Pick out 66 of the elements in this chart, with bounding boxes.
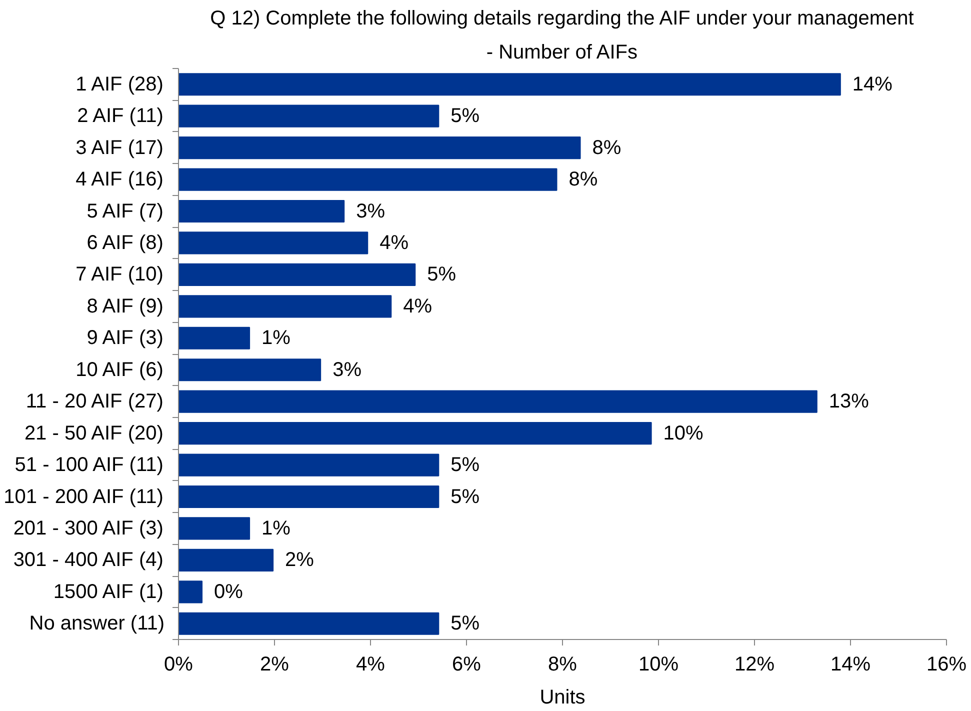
data-label: 14% xyxy=(852,73,893,96)
bar xyxy=(178,454,440,476)
data-label: 5% xyxy=(427,264,456,286)
y-tick-label: 8 AIF (9) xyxy=(86,295,164,318)
chart-subtitle: - Number of AIFs xyxy=(486,42,638,64)
bar xyxy=(178,390,818,413)
data-label: 10% xyxy=(663,422,704,444)
y-tick-label: 9 AIF (3) xyxy=(86,327,164,350)
bar xyxy=(178,548,274,572)
data-label: 0% xyxy=(214,580,244,603)
data-label: 5% xyxy=(450,454,480,476)
data-label: 5% xyxy=(450,486,480,508)
bar xyxy=(178,612,440,635)
y-tick-label: 2 AIF (11) xyxy=(77,105,164,128)
bar xyxy=(178,136,581,160)
bar xyxy=(178,104,440,128)
y-tick-label: 7 AIF (10) xyxy=(76,264,164,286)
bar xyxy=(178,168,558,191)
y-tick-label: 3 AIF (17) xyxy=(76,136,164,159)
bar xyxy=(178,295,392,318)
y-tick-label: 4 AIF (16) xyxy=(76,168,164,191)
y-tick-label: No answer (11) xyxy=(29,612,164,635)
bar xyxy=(178,517,250,540)
data-label: 4% xyxy=(403,295,432,318)
data-label: 5% xyxy=(450,612,480,635)
y-tick-label: 1500 AIF (1) xyxy=(53,580,164,603)
x-tick-label: 0% xyxy=(164,654,194,676)
bar xyxy=(178,232,368,254)
x-tick-label: 12% xyxy=(734,654,775,676)
data-label: 2% xyxy=(285,549,314,572)
x-tick-label: 6% xyxy=(452,654,482,676)
bar xyxy=(178,580,203,604)
bar xyxy=(178,200,345,223)
data-label: 8% xyxy=(592,136,622,159)
y-tick-label: 101 - 200 AIF (11) xyxy=(4,486,164,508)
x-tick-label: 8% xyxy=(548,654,578,676)
bar xyxy=(178,358,322,382)
data-label: 13% xyxy=(828,390,870,413)
data-label: 1% xyxy=(262,517,291,540)
y-tick-label: 10 AIF (6) xyxy=(76,358,164,381)
bar xyxy=(178,73,841,96)
y-tick-label: 301 - 400 AIF (4) xyxy=(13,549,164,572)
data-label: 3% xyxy=(332,358,362,381)
x-tick-label: 10% xyxy=(638,654,679,676)
x-axis-title: Units xyxy=(540,686,586,708)
data-label: 4% xyxy=(380,232,409,254)
bar xyxy=(178,485,440,508)
y-tick-label: 21 - 50 AIF (20) xyxy=(24,422,164,444)
x-tick-label: 2% xyxy=(260,654,290,676)
x-tick-label: 16% xyxy=(926,654,967,676)
bar xyxy=(178,326,250,350)
y-tick-label: 1 AIF (28) xyxy=(76,73,164,96)
data-label: 1% xyxy=(262,327,291,350)
bar xyxy=(178,422,652,445)
x-tick-label: 4% xyxy=(356,654,386,676)
y-tick-label: 51 - 100 AIF (11) xyxy=(14,454,164,476)
y-tick-label: 6 AIF (8) xyxy=(86,232,164,254)
bar xyxy=(178,263,416,286)
data-label: 8% xyxy=(568,168,598,191)
data-label: 3% xyxy=(356,200,386,222)
chart-title: Q 12) Complete the following details regarding the AIF under your management xyxy=(210,8,914,30)
x-tick-label: 14% xyxy=(830,654,871,676)
y-tick-label: 201 - 300 AIF (3) xyxy=(13,517,164,540)
y-tick-label: 5 AIF (7) xyxy=(86,200,164,222)
data-label: 5% xyxy=(450,105,480,128)
y-tick-label: 11 - 20 AIF (27) xyxy=(26,390,164,413)
